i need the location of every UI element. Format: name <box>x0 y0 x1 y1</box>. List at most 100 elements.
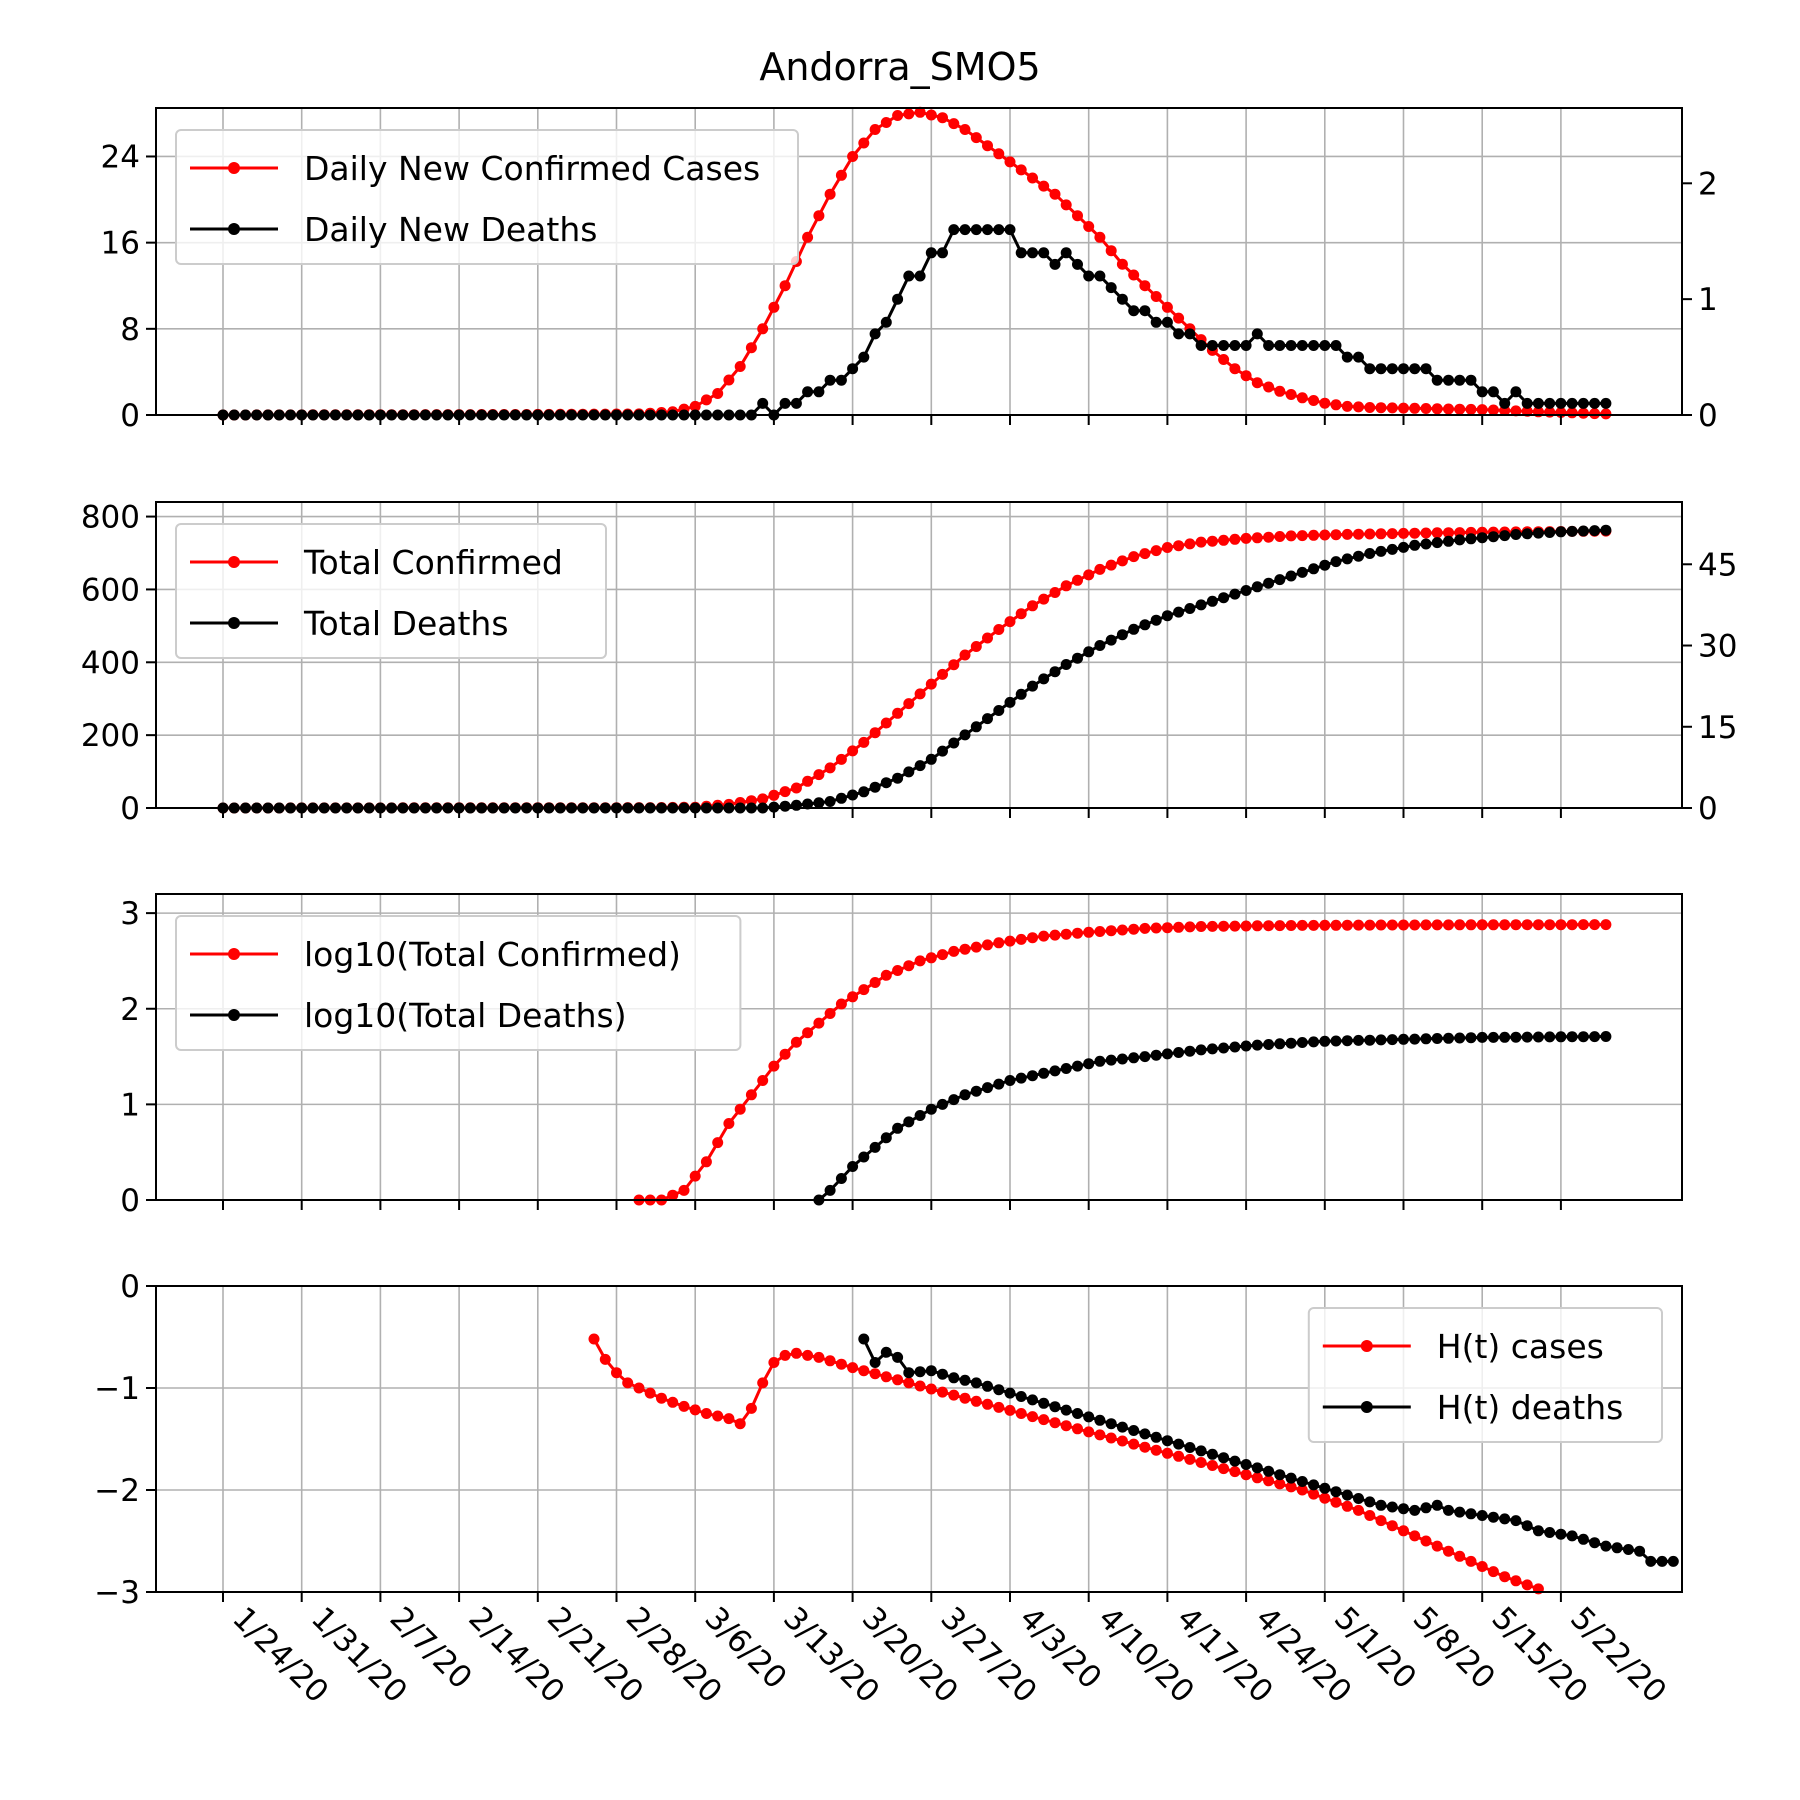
data-point <box>1375 1515 1387 1527</box>
data-point <box>779 397 791 409</box>
panel-4: −3 −2 −1 0 H(t) cases H(t) deaths <box>94 1269 1683 1611</box>
data-point <box>1015 933 1027 945</box>
data-point <box>1218 920 1230 932</box>
data-point <box>1229 1466 1241 1478</box>
data-point <box>1454 403 1466 415</box>
data-point <box>1060 1063 1072 1074</box>
data-point <box>1398 1033 1409 1045</box>
data-point <box>757 323 769 335</box>
data-point <box>970 1395 982 1407</box>
data-point <box>1476 919 1488 931</box>
data-point <box>1364 1510 1376 1521</box>
data-point <box>1004 935 1016 947</box>
data-point <box>1532 1031 1544 1043</box>
data-point <box>1128 551 1140 563</box>
data-point <box>1094 926 1106 937</box>
data-point <box>1206 1460 1218 1471</box>
data-point <box>1465 1508 1477 1520</box>
data-point <box>869 124 881 135</box>
data-point <box>1072 258 1083 270</box>
data-point <box>1218 592 1230 604</box>
data-point <box>1206 920 1218 932</box>
data-point <box>1184 538 1196 550</box>
data-point <box>768 789 780 801</box>
y2-tick-label: 45 <box>1698 547 1737 583</box>
data-point <box>1577 407 1589 419</box>
data-point <box>1038 930 1050 942</box>
data-point <box>1195 1044 1207 1056</box>
data-point <box>858 1151 870 1163</box>
data-point <box>1566 919 1578 931</box>
data-point <box>734 1418 746 1430</box>
data-point <box>1420 919 1432 931</box>
data-point <box>1589 525 1601 537</box>
data-point <box>1375 363 1387 375</box>
data-point <box>802 775 814 787</box>
data-point <box>1285 389 1297 400</box>
data-point <box>1487 531 1499 543</box>
data-point <box>1386 1520 1398 1532</box>
data-point <box>1094 640 1106 651</box>
data-point <box>1341 553 1353 565</box>
data-point <box>1128 1425 1140 1436</box>
data-point <box>745 342 757 354</box>
data-point <box>1510 386 1522 398</box>
y2-tick-label: 0 <box>1698 791 1718 827</box>
data-point <box>1510 1575 1522 1587</box>
data-point <box>1296 1476 1308 1487</box>
data-point <box>1184 1442 1196 1453</box>
y-tick-label: 400 <box>81 645 140 681</box>
data-point <box>925 1383 937 1395</box>
data-point <box>1341 1489 1353 1501</box>
data-point <box>1251 532 1263 544</box>
data-point <box>1240 340 1252 351</box>
data-point <box>1038 180 1050 192</box>
data-point <box>678 1184 690 1196</box>
data-point <box>1465 919 1477 931</box>
data-point <box>1060 659 1072 670</box>
data-point <box>1027 1070 1038 1082</box>
data-point <box>1364 548 1376 559</box>
data-point <box>1139 548 1151 560</box>
data-point <box>1577 397 1589 409</box>
y-tick-label: −2 <box>94 1473 140 1509</box>
y-tick-label: 1 <box>120 1087 140 1123</box>
data-point <box>982 1398 993 1410</box>
data-point <box>1296 530 1308 542</box>
data-point <box>1251 328 1263 340</box>
data-point <box>1465 1032 1477 1044</box>
series-4-2 <box>858 1333 1679 1567</box>
y2-tick-label: 15 <box>1698 710 1737 746</box>
data-point <box>869 1357 881 1368</box>
data-point <box>937 1098 948 1110</box>
data-point <box>1173 540 1185 552</box>
y-tick-label: 8 <box>120 312 140 348</box>
data-point <box>790 1036 802 1048</box>
data-point <box>1128 623 1140 635</box>
data-point <box>914 1366 926 1378</box>
data-point <box>1566 407 1578 419</box>
plot-frame <box>155 107 1683 416</box>
data-point <box>1532 919 1544 931</box>
data-point <box>903 270 915 282</box>
data-point <box>914 760 926 772</box>
data-point <box>734 1103 746 1115</box>
data-point <box>1319 1482 1331 1494</box>
legend-label: H(t) deaths <box>1437 1388 1624 1427</box>
data-point <box>869 1368 881 1380</box>
data-point <box>1443 1504 1454 1516</box>
data-point <box>813 769 825 781</box>
data-point <box>1004 1387 1016 1399</box>
data-point <box>925 678 937 690</box>
data-point <box>937 112 948 124</box>
data-point <box>1544 397 1556 409</box>
data-point <box>802 231 814 243</box>
data-point <box>1027 680 1038 692</box>
data-point <box>689 400 701 412</box>
y-tick-label: 800 <box>81 500 140 536</box>
data-point <box>824 1008 836 1019</box>
data-point <box>1330 529 1342 541</box>
data-point <box>1083 1411 1095 1423</box>
